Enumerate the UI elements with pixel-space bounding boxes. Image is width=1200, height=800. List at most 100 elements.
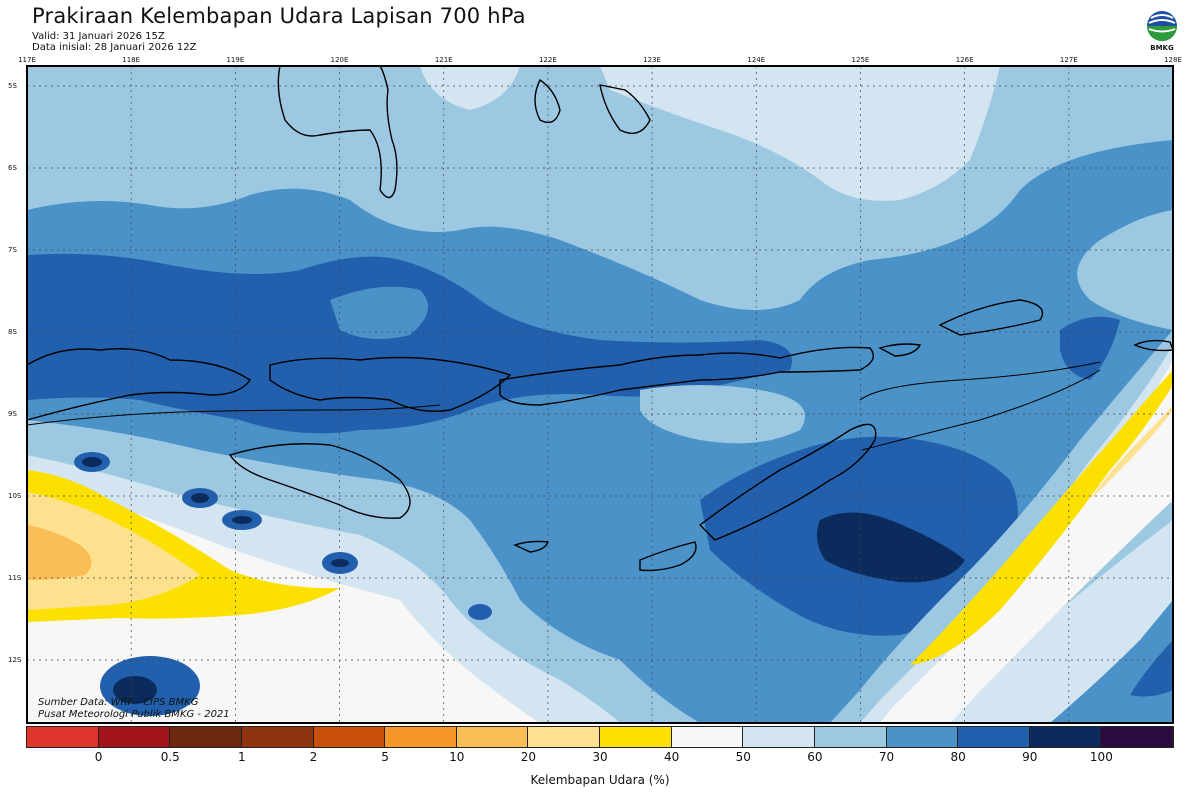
colorbar-label: 40 bbox=[663, 750, 680, 764]
colorbar-label: 70 bbox=[878, 750, 895, 764]
colorbar-label: 100 bbox=[1089, 750, 1113, 764]
coast-bird-east bbox=[1133, 339, 1173, 352]
colorbar-label: 0 bbox=[94, 750, 103, 764]
colorbar-cell bbox=[528, 727, 600, 747]
band-60-70-north bbox=[600, 66, 1000, 201]
latitude-tick: 11S bbox=[8, 574, 22, 582]
colorbar-label: 10 bbox=[449, 750, 465, 764]
coast-savu bbox=[513, 540, 549, 553]
band-80-90-patch bbox=[330, 286, 428, 339]
colorbar-title: Kelembapan Udara (%) bbox=[530, 773, 670, 787]
longitude-tick: 125E bbox=[851, 56, 870, 64]
coast-sumba bbox=[228, 443, 411, 519]
coast-eez bbox=[859, 361, 1101, 401]
colorbar-label: 90 bbox=[1022, 750, 1038, 764]
colorbar-label: 5 bbox=[381, 750, 389, 764]
core-5 bbox=[468, 604, 492, 620]
longitude-tick: 119E bbox=[226, 56, 245, 64]
core-4-dark bbox=[331, 559, 349, 567]
colorbar-label: 50 bbox=[735, 750, 751, 764]
coast-eez2 bbox=[861, 369, 1101, 451]
colorbar-label: 60 bbox=[807, 750, 823, 764]
latitude-tick: 5S bbox=[8, 82, 17, 90]
coast-sulawesi-south bbox=[277, 66, 398, 199]
init-time: Data inisial: 28 Januari 2026 12Z bbox=[32, 42, 197, 53]
bmkg-logo-icon bbox=[1147, 11, 1177, 41]
latitude-tick: 8S bbox=[8, 328, 17, 336]
colorbar-cell bbox=[385, 727, 457, 747]
latitude-tick: 12S bbox=[8, 656, 22, 664]
colorbar-cell bbox=[1029, 727, 1102, 747]
colorbar-label: 0.5 bbox=[160, 750, 180, 764]
coast-lombok-sumbawa bbox=[27, 348, 251, 421]
coastlines bbox=[27, 66, 1173, 572]
band-10-20-sw bbox=[27, 525, 92, 580]
map-frame bbox=[26, 65, 1174, 724]
band-50-60-se bbox=[880, 360, 1173, 723]
colorbar-cell bbox=[886, 727, 959, 747]
colorbar-cell bbox=[170, 727, 242, 747]
band-100-core bbox=[816, 512, 965, 583]
band-70-80-east bbox=[1077, 210, 1173, 330]
colorbar-cell bbox=[958, 727, 1030, 747]
colorbar-cell bbox=[98, 727, 171, 747]
band-90-100-ne bbox=[1060, 316, 1120, 380]
coast-sumbawa bbox=[269, 356, 512, 412]
colorbar-cell bbox=[600, 727, 672, 747]
longitude-tick: 122E bbox=[539, 56, 557, 64]
coast-flores bbox=[499, 346, 874, 406]
colorbar-label: 80 bbox=[950, 750, 966, 764]
coast-rote bbox=[639, 541, 697, 572]
latitude-tick: 9S bbox=[8, 410, 17, 418]
colorbar-label: 30 bbox=[592, 750, 608, 764]
longitude-tick: 127E bbox=[1059, 56, 1078, 64]
longitude-tick: 121E bbox=[434, 56, 453, 64]
colorbar-cell bbox=[814, 727, 887, 747]
copyright: Pusat Meteorologi Publik BMKG - 2021 bbox=[38, 709, 230, 720]
longitude-tick: 128E bbox=[1164, 56, 1182, 64]
longitude-tick: 118E bbox=[122, 56, 141, 64]
colorbar-label: 1 bbox=[238, 750, 246, 764]
colorbar-label: 20 bbox=[520, 750, 537, 764]
band-90-100-flores bbox=[27, 253, 792, 434]
colorbar-label: 2 bbox=[309, 750, 318, 764]
colorbar-cell bbox=[671, 727, 744, 747]
coast-timor bbox=[698, 423, 877, 541]
core-2-dark bbox=[191, 493, 209, 503]
band-60-70-north2 bbox=[420, 66, 520, 110]
band-70-80-mid bbox=[640, 385, 805, 444]
core-3-dark bbox=[232, 516, 252, 524]
data-source: Sumber Data: WRF - CIPS BMKG bbox=[38, 697, 199, 708]
coast-buton bbox=[534, 78, 561, 124]
band-20-30-se bbox=[1090, 405, 1173, 500]
latitude-tick: 7S bbox=[8, 246, 17, 254]
core-1-dark bbox=[82, 457, 102, 467]
map-title: Prakiraan Kelembapan Udara Lapisan 700 h… bbox=[32, 4, 526, 28]
coast-muna bbox=[599, 84, 651, 134]
longitude-tick: 124E bbox=[747, 56, 766, 64]
colorbar-cell bbox=[27, 727, 99, 747]
colorbar-cell bbox=[456, 727, 529, 747]
longitude-tick: 126E bbox=[955, 56, 974, 64]
valid-time: Valid: 31 Januari 2026 15Z bbox=[32, 31, 165, 42]
colorbar-cell bbox=[743, 727, 815, 747]
band-20-30-sw bbox=[27, 492, 200, 610]
colorbar-cell bbox=[1101, 727, 1173, 747]
longitude-tick: 123E bbox=[643, 56, 661, 64]
core-6-dark bbox=[113, 676, 157, 704]
band-30-40-se bbox=[910, 370, 1173, 665]
coast-bay bbox=[27, 404, 441, 426]
longitude-tick: 117E bbox=[18, 56, 36, 64]
colorbar-cell bbox=[313, 727, 386, 747]
latitude-tick: 6S bbox=[8, 164, 17, 172]
coast-alor bbox=[878, 343, 922, 357]
band-90-100-se bbox=[1130, 640, 1173, 697]
colorbar-cell bbox=[241, 727, 314, 747]
colorbar bbox=[27, 727, 1173, 747]
longitude-tick: 120E bbox=[330, 56, 349, 64]
band-60-70-se bbox=[860, 345, 1173, 723]
latitude-tick: 10S bbox=[8, 492, 22, 500]
bmkg-logo-label: BMKG bbox=[1150, 44, 1174, 52]
coast-wetar bbox=[938, 299, 1044, 336]
